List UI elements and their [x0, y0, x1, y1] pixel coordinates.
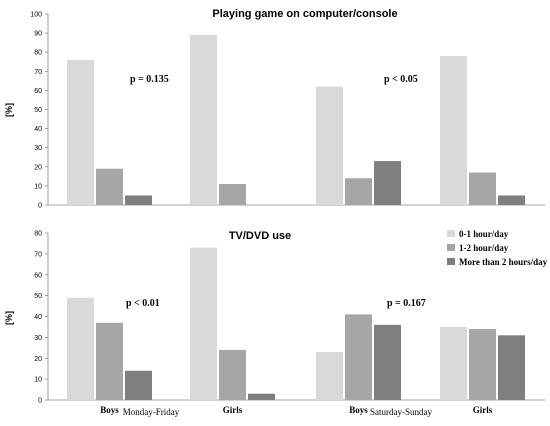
- group-label-3: Boys: [349, 405, 368, 415]
- period-label-weekday: Monday-Friday: [123, 407, 180, 417]
- y-tick-label: 60: [34, 272, 42, 279]
- y-tick-label: 10: [34, 183, 42, 190]
- y-tick-label: 40: [34, 126, 42, 133]
- group-label-1: Boys: [100, 405, 119, 415]
- chart-playing-game: Playing game on computer/console [%] 0 10…: [4, 8, 545, 210]
- y-tick-label: 0: [38, 398, 42, 405]
- legend-swatch-0-1: [447, 230, 455, 237]
- bar-more-group-4: [498, 335, 525, 400]
- bar-0-1-group-2: [190, 247, 217, 400]
- p-value-top-weekday: p = 0.135: [130, 74, 169, 85]
- chart-title-tv-dvd: TV/DVD use: [229, 230, 291, 242]
- y-tick-label: 30: [34, 145, 42, 152]
- y-tick-label: 0: [38, 203, 42, 210]
- bar-0-1-group-3: [316, 86, 343, 205]
- bar-1-2-group-2: [219, 183, 246, 205]
- bar-1-2-group-4: [469, 329, 496, 400]
- bar-1-2-group-1: [96, 168, 123, 205]
- period-label-weekend: Saturday-Sunday: [370, 407, 432, 417]
- y-tick-label: 50: [34, 107, 42, 114]
- p-value-bottom-weekday: p < 0.01: [126, 298, 160, 309]
- y-tick-label: 20: [34, 164, 42, 171]
- y-axis-label-top: [%]: [4, 103, 14, 117]
- bar-more-group-1: [125, 195, 152, 205]
- legend-label-1-2: 1-2 hour/day: [459, 243, 509, 253]
- p-value-bottom-weekend: p = 0.167: [387, 298, 426, 309]
- bar-0-1-group-1: [67, 59, 94, 206]
- y-tick-label: 80: [34, 231, 42, 238]
- bar-0-1-group-4: [440, 326, 467, 400]
- y-tick-label: 30: [34, 335, 42, 342]
- y-axis-label-bottom: [%]: [4, 311, 14, 325]
- bar-1-2-group-3: [345, 178, 372, 205]
- bar-0-1-group-3: [316, 351, 343, 400]
- y-tick-label: 100: [30, 12, 42, 19]
- group-label-4: Girls: [473, 405, 493, 415]
- group-label-2: Girls: [223, 405, 243, 415]
- legend-swatch-more: [447, 258, 455, 265]
- legend-label-more: More than 2 hours/day: [459, 257, 548, 267]
- bar-0-1-group-2: [190, 35, 217, 206]
- bar-more-group-3: [374, 324, 401, 400]
- y-tick-label: 80: [34, 50, 42, 57]
- y-tick-label: 90: [34, 31, 42, 38]
- bar-0-1-group-4: [440, 56, 467, 205]
- bar-1-2-group-4: [469, 172, 496, 205]
- legend-swatch-1-2: [447, 244, 455, 251]
- bar-more-group-2: [248, 393, 275, 400]
- bar-more-group-3: [374, 161, 401, 205]
- legend-label-0-1: 0-1 hour/day: [459, 229, 509, 239]
- bar-1-2-group-1: [96, 322, 123, 400]
- bar-more-group-1: [125, 370, 152, 400]
- legend: 0-1 hour/day 1-2 hour/day More than 2 ho…: [447, 229, 548, 267]
- y-tick-label: 60: [34, 88, 42, 95]
- y-tick-label: 20: [34, 356, 42, 363]
- y-tick-label: 50: [34, 293, 42, 300]
- chart-title-playing-game: Playing game on computer/console: [212, 8, 397, 20]
- y-tick-label: 40: [34, 314, 42, 321]
- p-value-top-weekend: p < 0.05: [384, 74, 418, 85]
- bar-0-1-group-1: [67, 297, 94, 400]
- y-tick-label: 10: [34, 377, 42, 384]
- y-tick-label: 70: [34, 251, 42, 258]
- bar-1-2-group-3: [345, 314, 372, 400]
- bar-more-group-4: [498, 195, 525, 205]
- y-tick-label: 70: [34, 69, 42, 76]
- chart-tv-dvd-use: TV/DVD use [%] 0 10 20 30 40 50 60 70 80 p < 0.0…: [4, 230, 545, 417]
- bar-1-2-group-2: [219, 349, 246, 400]
